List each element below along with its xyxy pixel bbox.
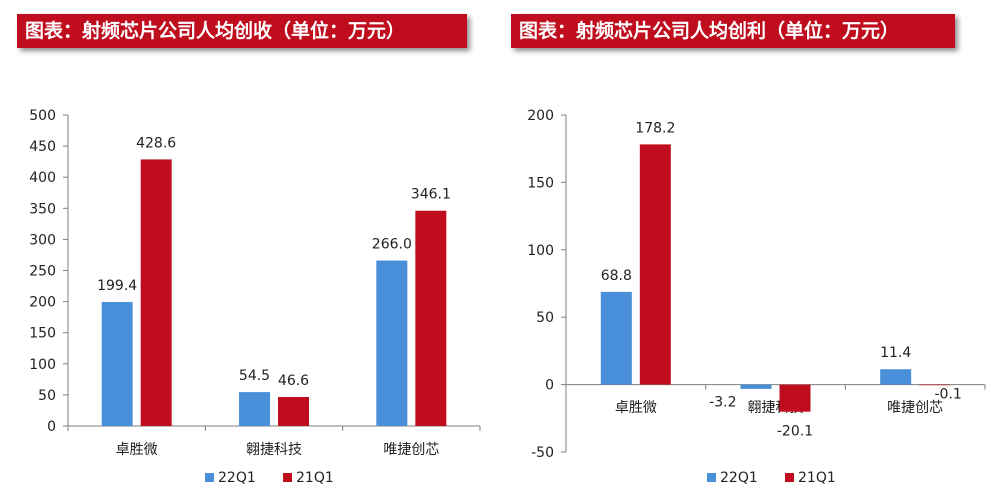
bar-22q1-2 [239,392,270,426]
y-tick-label: -50 [531,445,554,461]
revenue-chart: 0 50 100 150 200 250 300 350 400 450 500 卓胜微 199.4 42… [29,108,481,486]
bar-21q1-3 [919,384,951,386]
y-tick-label: 450 [29,139,56,155]
y-tick-label: 350 [29,201,56,217]
bar-21q1-1 [140,159,172,426]
revenue-chart-title: 图表：射频芯片公司人均创收（单位：万元） [17,14,467,48]
y-tick-label: 0 [47,419,56,435]
profit-panel: 图表：射频芯片公司人均创利（单位：万元） -50 0 50 100 150 200 卓胜微 6… [500,0,1000,501]
bar-22q1-1 [101,301,133,426]
data-label: 46.6 [278,373,309,389]
category-label: 卓胜微 [615,400,657,416]
y-tick-label: 0 [545,378,554,394]
bar-21q1-3 [415,210,447,426]
bar-22q1-3 [880,369,912,385]
data-label: 11.4 [880,345,911,361]
data-label: 68.8 [601,268,632,284]
data-label: -3.2 [709,395,736,411]
legend-swatch-22q1 [205,473,214,482]
legend-swatch-21q1 [785,473,794,482]
data-label: -20.1 [777,424,813,440]
data-label: 266.0 [372,237,412,253]
profit-chart: -50050100150200卓胜微68.8178.2翱捷科技-3.2-20.1… [527,108,986,486]
legend-label-21q1: 21Q1 [798,470,836,486]
y-tick-label: 250 [29,264,56,280]
data-label: 428.6 [136,135,176,151]
data-label: 199.4 [97,278,137,294]
data-label: 54.5 [239,368,270,384]
y-tick-label: 300 [29,232,56,248]
y-tick-label: 150 [29,326,56,342]
profit-chart-title: 图表：射频芯片公司人均创利（单位：万元） [511,14,955,48]
category-label: 翱捷科技 [246,442,302,458]
y-tick-label: 500 [29,108,56,124]
revenue-panel: 图表：射频芯片公司人均创收（单位：万元） 0 50 100 150 200 250 300 3… [17,14,481,486]
category-label: 唯捷创芯 [383,442,439,458]
bar-21q1-1 [639,144,671,385]
bar-21q1-2 [779,384,811,412]
legend-label-22q1: 22Q1 [218,470,256,486]
y-tick-label: 50 [38,388,56,404]
bar-21q1-2 [278,397,309,426]
category-label: 卓胜微 [116,442,158,458]
legend-label-21q1: 21Q1 [296,470,334,486]
y-tick-label: 200 [527,108,554,124]
legend-label-22q1: 22Q1 [720,470,758,486]
data-label: 178.2 [635,120,675,136]
bar-22q1-1 [600,291,632,385]
legend-swatch-22q1 [707,473,716,482]
bar-22q1-2 [740,384,772,389]
y-tick-label: 400 [29,170,56,186]
y-tick-label: 100 [29,357,56,373]
data-label: 346.1 [411,187,451,203]
data-label: -0.1 [935,387,962,403]
legend-swatch-21q1 [283,473,292,482]
y-tick-label: 50 [536,310,554,326]
bar-22q1-3 [376,260,408,426]
y-tick-label: 100 [527,243,554,259]
y-tick-label: 200 [29,295,56,311]
category-label: 唯捷创芯 [887,400,943,416]
y-tick-label: 150 [527,175,554,191]
